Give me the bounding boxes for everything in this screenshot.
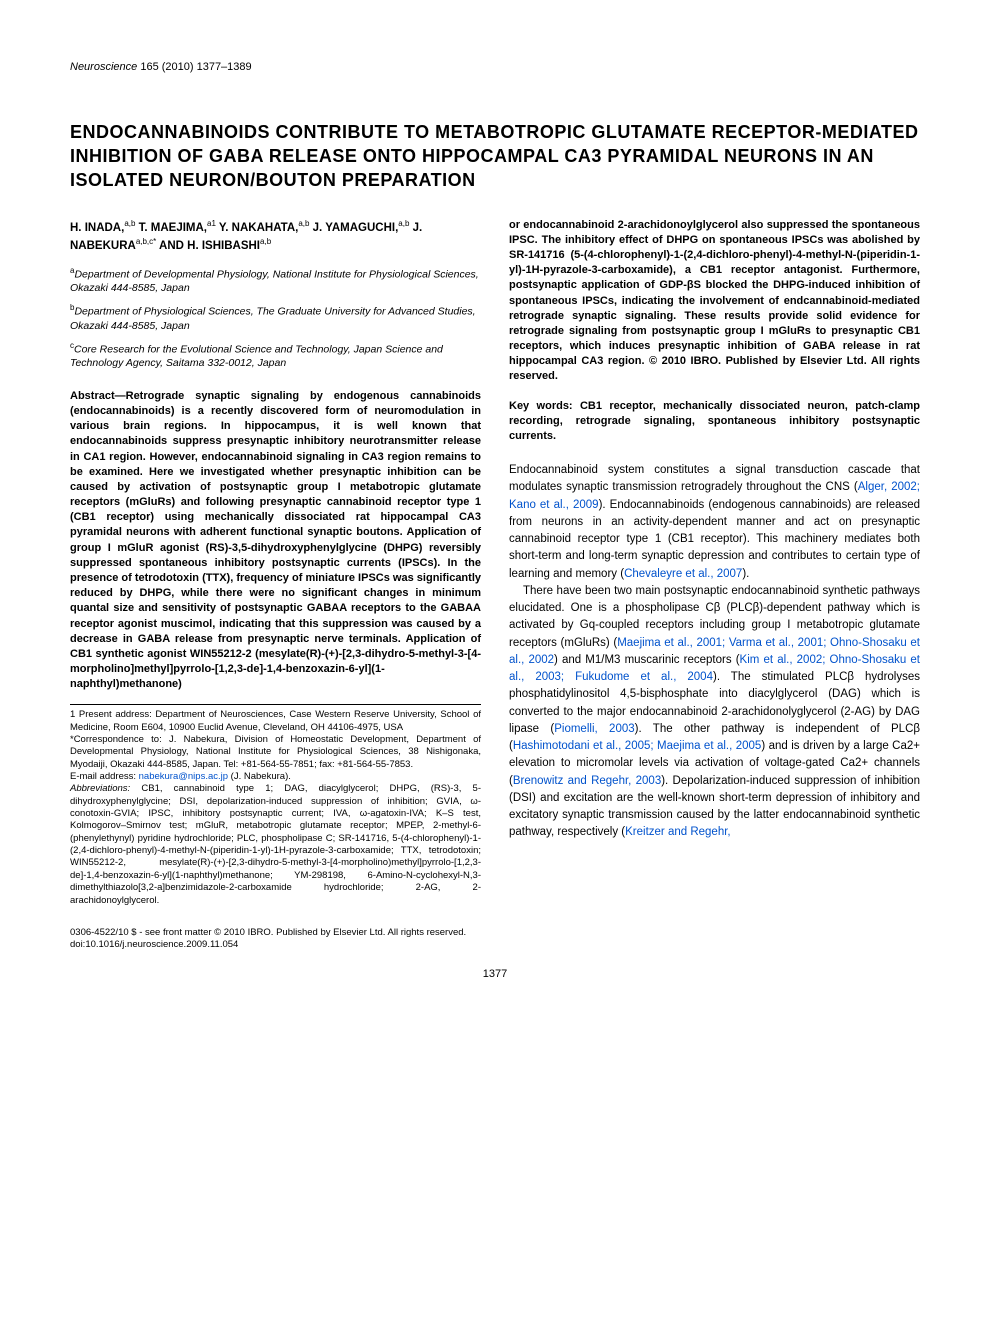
affiliation-a: aDepartment of Developmental Physiology,… bbox=[70, 266, 481, 296]
footnote-email: E-mail address: nabekura@nips.ac.jp (J. … bbox=[70, 771, 481, 783]
two-column-layout: H. INADA,a,b T. MAEJIMA,a1 Y. NAKAHATA,a… bbox=[70, 218, 920, 907]
intro-para-2: There have been two main postsynaptic en… bbox=[509, 583, 920, 842]
author-list: H. INADA,a,b T. MAEJIMA,a1 Y. NAKAHATA,a… bbox=[70, 218, 481, 254]
abstract-text-1: Retrograde synaptic signaling by endogen… bbox=[70, 390, 481, 690]
citation-link[interactable]: Brenowitz and Regehr, 2003 bbox=[513, 775, 661, 787]
citation-link[interactable]: Piomelli, 2003 bbox=[554, 723, 634, 735]
doi: doi:10.1016/j.neuroscience.2009.11.054 bbox=[70, 939, 920, 951]
journal-name: Neuroscience bbox=[70, 61, 137, 73]
right-column: or endocannabinoid 2-arachidonoylglycero… bbox=[509, 218, 920, 907]
footnote-present-address: 1 Present address: Department of Neurosc… bbox=[70, 709, 481, 734]
email-link[interactable]: nabekura@nips.ac.jp bbox=[139, 771, 228, 782]
abstract-left: Abstract—Retrograde synaptic signaling b… bbox=[70, 389, 481, 692]
left-column: H. INADA,a,b T. MAEJIMA,a1 Y. NAKAHATA,a… bbox=[70, 218, 481, 907]
affiliation-b: bDepartment of Physiological Sciences, T… bbox=[70, 303, 481, 333]
intro-para-1: Endocannabinoid system constitutes a sig… bbox=[509, 462, 920, 583]
abstract-label: Abstract— bbox=[70, 390, 126, 402]
citation-link[interactable]: Chevaleyre et al., 2007 bbox=[624, 568, 742, 580]
citation-link[interactable]: Hashimotodani et al., 2005; Maejima et a… bbox=[513, 740, 761, 752]
citation-link[interactable]: Kreitzer and Regehr, bbox=[625, 826, 730, 838]
keywords: Key words: CB1 receptor, mechanically di… bbox=[509, 399, 920, 445]
footnote-correspondence: *Correspondence to: J. Nabekura, Divisio… bbox=[70, 734, 481, 771]
journal-citation: Neuroscience 165 (2010) 1377–1389 bbox=[70, 60, 920, 75]
footnote-abbreviations: Abbreviations: CB1, cannabinoid type 1; … bbox=[70, 783, 481, 906]
article-title: ENDOCANNABINOIDS CONTRIBUTE TO METABOTRO… bbox=[70, 120, 920, 193]
footnotes: 1 Present address: Department of Neurosc… bbox=[70, 704, 481, 907]
page-number: 1377 bbox=[70, 967, 920, 982]
abstract-right: or endocannabinoid 2-arachidonoylglycero… bbox=[509, 218, 920, 385]
copyright-line: 0306-4522/10 $ - see front matter © 2010… bbox=[70, 927, 920, 952]
journal-vol: 165 (2010) 1377–1389 bbox=[140, 61, 251, 73]
introduction: Endocannabinoid system constitutes a sig… bbox=[509, 462, 920, 842]
affiliation-c: cCore Research for the Evolutional Scien… bbox=[70, 341, 481, 371]
